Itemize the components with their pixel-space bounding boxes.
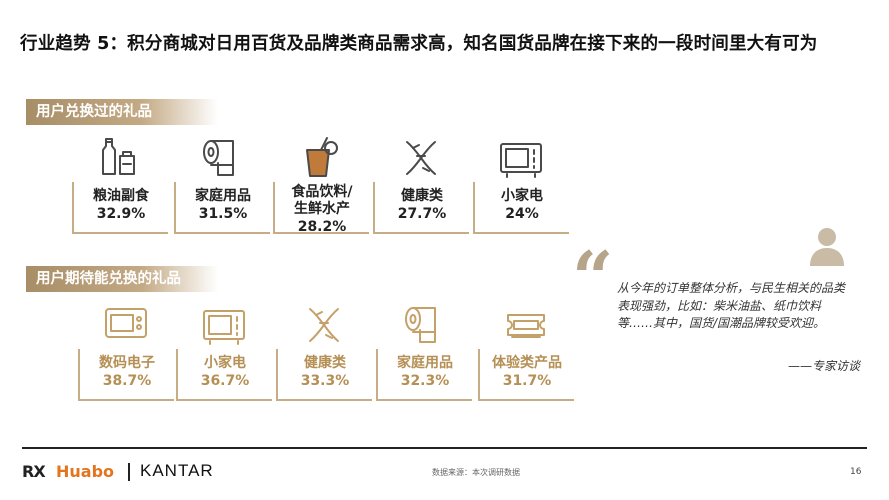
gift-name: 食品饮料/生鲜水产 — [291, 184, 353, 217]
logo-separator — [128, 463, 130, 481]
ticket-icon — [502, 301, 550, 349]
quote-mark-icon: “ — [572, 235, 614, 320]
drink-icon — [297, 134, 345, 182]
gift-value: 28.2% — [297, 219, 347, 235]
gift-name: 小家电 — [204, 355, 246, 371]
dna-icon — [300, 301, 348, 349]
expert-avatar-icon — [808, 226, 846, 266]
gift-value: 32.9% — [96, 206, 146, 222]
gift-value: 31.7% — [502, 373, 552, 389]
gift-value: 27.7% — [397, 206, 447, 222]
page-title: 行业趋势 5：积分商城对日用百货及品牌类商品需求高，知名国货品牌在接下来的一段时… — [20, 34, 818, 54]
microwave-icon — [200, 301, 248, 349]
gift-name: 粮油副食 — [93, 188, 149, 204]
redeemed-gifts-label: 用户兑换过的礼品 — [26, 99, 218, 125]
data-source: 数据来源：本次调研数据 — [432, 468, 520, 477]
gift-value: 33.3% — [300, 373, 350, 389]
gift-name: 家庭用品 — [195, 188, 251, 204]
rx-logo: RX — [22, 462, 46, 481]
footer-divider — [22, 447, 867, 449]
microwave-icon — [497, 134, 545, 182]
dna-icon — [397, 134, 445, 182]
gift-name: 小家电 — [501, 188, 543, 204]
paper-roll-icon — [198, 134, 246, 182]
bottles-icon — [96, 134, 144, 182]
expert-quote: 从今年的订单整体分析，与民生相关的品类表现强劲，比如：柴米油盐、纸巾饮料等……其… — [617, 281, 846, 330]
page-number: 16 — [850, 467, 862, 477]
gift-value: 24% — [505, 206, 539, 222]
kantar-logo: KANTAR — [140, 461, 214, 480]
gift-name: 健康类 — [304, 355, 346, 371]
gift-name: 家庭用品 — [397, 355, 453, 371]
gift-value: 36.7% — [200, 373, 250, 389]
gift-name: 数码电子 — [99, 355, 155, 371]
device-icon — [102, 301, 150, 349]
quote-source: ——专家访谈 — [787, 359, 860, 373]
gift-value: 38.7% — [102, 373, 152, 389]
paper-roll-icon — [400, 301, 448, 349]
expected-gifts-label: 用户期待能兑换的礼品 — [26, 266, 218, 292]
gift-name: 体验类产品 — [492, 355, 562, 371]
gift-value: 32.3% — [400, 373, 450, 389]
huabo-logo: Huabo — [56, 462, 115, 481]
gift-value: 31.5% — [198, 206, 248, 222]
gift-name: 健康类 — [401, 188, 443, 204]
